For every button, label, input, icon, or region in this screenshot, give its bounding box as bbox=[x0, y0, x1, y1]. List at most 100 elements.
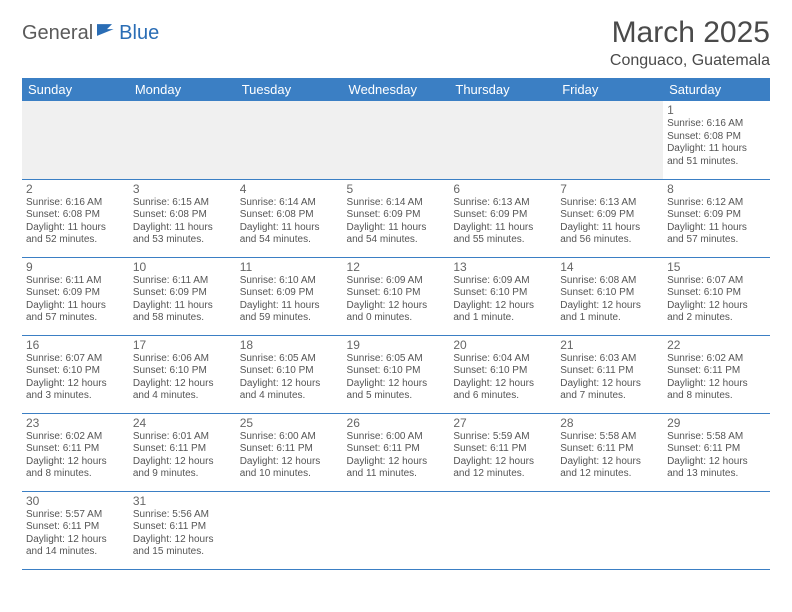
calendar-cell: 14Sunrise: 6:08 AMSunset: 6:10 PMDayligh… bbox=[556, 257, 663, 335]
day-info: Sunrise: 6:09 AMSunset: 6:10 PMDaylight:… bbox=[453, 275, 552, 325]
location: Conguaco, Guatemala bbox=[610, 52, 770, 70]
day-info: Sunrise: 6:00 AMSunset: 6:11 PMDaylight:… bbox=[347, 431, 446, 481]
day-number: 29 bbox=[667, 416, 766, 430]
calendar-cell: 22Sunrise: 6:02 AMSunset: 6:11 PMDayligh… bbox=[663, 335, 770, 413]
calendar-cell bbox=[449, 101, 556, 179]
title-block: March 2025 Conguaco, Guatemala bbox=[610, 16, 770, 70]
calendar-cell: 18Sunrise: 6:05 AMSunset: 6:10 PMDayligh… bbox=[236, 335, 343, 413]
calendar-cell bbox=[556, 101, 663, 179]
weekday-header: Thursday bbox=[449, 78, 556, 101]
day-info: Sunrise: 6:10 AMSunset: 6:09 PMDaylight:… bbox=[240, 275, 339, 325]
day-info: Sunrise: 6:06 AMSunset: 6:10 PMDaylight:… bbox=[133, 353, 232, 403]
calendar-cell: 27Sunrise: 5:59 AMSunset: 6:11 PMDayligh… bbox=[449, 413, 556, 491]
calendar-cell: 19Sunrise: 6:05 AMSunset: 6:10 PMDayligh… bbox=[343, 335, 450, 413]
calendar-cell: 20Sunrise: 6:04 AMSunset: 6:10 PMDayligh… bbox=[449, 335, 556, 413]
weekday-header: Wednesday bbox=[343, 78, 450, 101]
calendar-cell: 6Sunrise: 6:13 AMSunset: 6:09 PMDaylight… bbox=[449, 179, 556, 257]
calendar-cell: 4Sunrise: 6:14 AMSunset: 6:08 PMDaylight… bbox=[236, 179, 343, 257]
day-info: Sunrise: 6:11 AMSunset: 6:09 PMDaylight:… bbox=[133, 275, 232, 325]
calendar-cell: 9Sunrise: 6:11 AMSunset: 6:09 PMDaylight… bbox=[22, 257, 129, 335]
day-info: Sunrise: 6:13 AMSunset: 6:09 PMDaylight:… bbox=[560, 197, 659, 247]
day-number: 20 bbox=[453, 338, 552, 352]
brand-part1: General bbox=[22, 22, 93, 45]
day-number: 2 bbox=[26, 182, 125, 196]
day-info: Sunrise: 6:01 AMSunset: 6:11 PMDaylight:… bbox=[133, 431, 232, 481]
day-info: Sunrise: 6:03 AMSunset: 6:11 PMDaylight:… bbox=[560, 353, 659, 403]
day-number: 3 bbox=[133, 182, 232, 196]
calendar-cell: 1Sunrise: 6:16 AMSunset: 6:08 PMDaylight… bbox=[663, 101, 770, 179]
day-number: 6 bbox=[453, 182, 552, 196]
day-info: Sunrise: 6:14 AMSunset: 6:08 PMDaylight:… bbox=[240, 197, 339, 247]
day-number: 15 bbox=[667, 260, 766, 274]
day-info: Sunrise: 5:58 AMSunset: 6:11 PMDaylight:… bbox=[667, 431, 766, 481]
calendar-cell: 25Sunrise: 6:00 AMSunset: 6:11 PMDayligh… bbox=[236, 413, 343, 491]
calendar-row: 30Sunrise: 5:57 AMSunset: 6:11 PMDayligh… bbox=[22, 491, 770, 569]
header: General Blue March 2025 Conguaco, Guatem… bbox=[22, 16, 770, 70]
day-number: 7 bbox=[560, 182, 659, 196]
calendar-cell bbox=[343, 491, 450, 569]
calendar-cell: 24Sunrise: 6:01 AMSunset: 6:11 PMDayligh… bbox=[129, 413, 236, 491]
day-info: Sunrise: 6:13 AMSunset: 6:09 PMDaylight:… bbox=[453, 197, 552, 247]
calendar-cell: 5Sunrise: 6:14 AMSunset: 6:09 PMDaylight… bbox=[343, 179, 450, 257]
weekday-header: Sunday bbox=[22, 78, 129, 101]
day-number: 16 bbox=[26, 338, 125, 352]
calendar-table: SundayMondayTuesdayWednesdayThursdayFrid… bbox=[22, 78, 770, 570]
day-info: Sunrise: 6:15 AMSunset: 6:08 PMDaylight:… bbox=[133, 197, 232, 247]
weekday-header: Friday bbox=[556, 78, 663, 101]
day-number: 1 bbox=[667, 103, 766, 117]
day-number: 21 bbox=[560, 338, 659, 352]
day-info: Sunrise: 6:12 AMSunset: 6:09 PMDaylight:… bbox=[667, 197, 766, 247]
day-info: Sunrise: 6:05 AMSunset: 6:10 PMDaylight:… bbox=[240, 353, 339, 403]
day-number: 14 bbox=[560, 260, 659, 274]
calendar-cell bbox=[556, 491, 663, 569]
day-number: 24 bbox=[133, 416, 232, 430]
calendar-row: 9Sunrise: 6:11 AMSunset: 6:09 PMDaylight… bbox=[22, 257, 770, 335]
calendar-cell: 15Sunrise: 6:07 AMSunset: 6:10 PMDayligh… bbox=[663, 257, 770, 335]
calendar-cell: 8Sunrise: 6:12 AMSunset: 6:09 PMDaylight… bbox=[663, 179, 770, 257]
day-number: 13 bbox=[453, 260, 552, 274]
day-info: Sunrise: 6:16 AMSunset: 6:08 PMDaylight:… bbox=[26, 197, 125, 247]
day-number: 17 bbox=[133, 338, 232, 352]
calendar-cell: 29Sunrise: 5:58 AMSunset: 6:11 PMDayligh… bbox=[663, 413, 770, 491]
day-info: Sunrise: 5:59 AMSunset: 6:11 PMDaylight:… bbox=[453, 431, 552, 481]
day-info: Sunrise: 6:09 AMSunset: 6:10 PMDaylight:… bbox=[347, 275, 446, 325]
weekday-header: Saturday bbox=[663, 78, 770, 101]
day-info: Sunrise: 6:00 AMSunset: 6:11 PMDaylight:… bbox=[240, 431, 339, 481]
day-number: 28 bbox=[560, 416, 659, 430]
day-info: Sunrise: 6:07 AMSunset: 6:10 PMDaylight:… bbox=[26, 353, 125, 403]
day-info: Sunrise: 5:58 AMSunset: 6:11 PMDaylight:… bbox=[560, 431, 659, 481]
day-info: Sunrise: 6:11 AMSunset: 6:09 PMDaylight:… bbox=[26, 275, 125, 325]
day-info: Sunrise: 6:14 AMSunset: 6:09 PMDaylight:… bbox=[347, 197, 446, 247]
day-info: Sunrise: 6:02 AMSunset: 6:11 PMDaylight:… bbox=[667, 353, 766, 403]
brand-part2: Blue bbox=[119, 22, 159, 45]
day-info: Sunrise: 6:16 AMSunset: 6:08 PMDaylight:… bbox=[667, 118, 766, 168]
calendar-cell: 30Sunrise: 5:57 AMSunset: 6:11 PMDayligh… bbox=[22, 491, 129, 569]
day-number: 18 bbox=[240, 338, 339, 352]
calendar-cell bbox=[343, 101, 450, 179]
weekday-header: Monday bbox=[129, 78, 236, 101]
brand-logo: General Blue bbox=[22, 22, 159, 45]
calendar-cell: 12Sunrise: 6:09 AMSunset: 6:10 PMDayligh… bbox=[343, 257, 450, 335]
calendar-cell bbox=[449, 491, 556, 569]
day-number: 12 bbox=[347, 260, 446, 274]
calendar-cell: 2Sunrise: 6:16 AMSunset: 6:08 PMDaylight… bbox=[22, 179, 129, 257]
day-number: 22 bbox=[667, 338, 766, 352]
calendar-cell bbox=[129, 101, 236, 179]
calendar-row: 23Sunrise: 6:02 AMSunset: 6:11 PMDayligh… bbox=[22, 413, 770, 491]
calendar-cell bbox=[663, 491, 770, 569]
calendar-cell: 31Sunrise: 5:56 AMSunset: 6:11 PMDayligh… bbox=[129, 491, 236, 569]
calendar-cell: 21Sunrise: 6:03 AMSunset: 6:11 PMDayligh… bbox=[556, 335, 663, 413]
day-info: Sunrise: 6:07 AMSunset: 6:10 PMDaylight:… bbox=[667, 275, 766, 325]
day-number: 27 bbox=[453, 416, 552, 430]
day-number: 23 bbox=[26, 416, 125, 430]
weekday-header: Tuesday bbox=[236, 78, 343, 101]
calendar-cell: 10Sunrise: 6:11 AMSunset: 6:09 PMDayligh… bbox=[129, 257, 236, 335]
day-number: 31 bbox=[133, 494, 232, 508]
calendar-row: 1Sunrise: 6:16 AMSunset: 6:08 PMDaylight… bbox=[22, 101, 770, 179]
calendar-cell: 11Sunrise: 6:10 AMSunset: 6:09 PMDayligh… bbox=[236, 257, 343, 335]
day-number: 8 bbox=[667, 182, 766, 196]
day-number: 19 bbox=[347, 338, 446, 352]
calendar-cell bbox=[236, 101, 343, 179]
day-number: 5 bbox=[347, 182, 446, 196]
day-number: 9 bbox=[26, 260, 125, 274]
